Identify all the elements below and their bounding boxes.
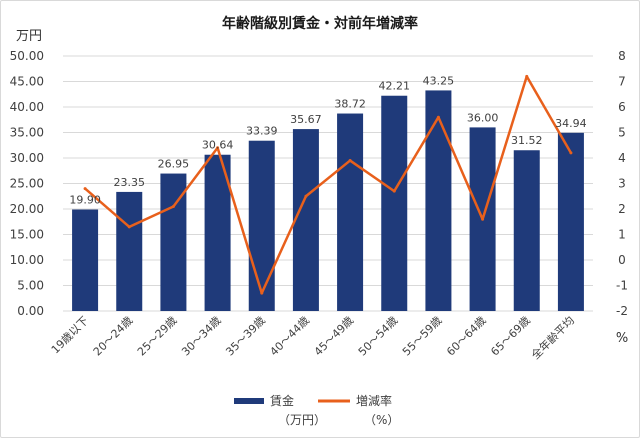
legend-unit-line: （%） — [364, 413, 399, 427]
y-left-tick: 50.00 — [10, 49, 44, 63]
y-left-tick: 0.00 — [17, 304, 44, 318]
y-right-tick: -1 — [616, 279, 628, 293]
line-point — [481, 217, 485, 221]
line-point — [436, 115, 440, 119]
x-tick-label: 30～34歳 — [179, 314, 224, 359]
data-label: 35.67 — [290, 113, 322, 126]
data-labels: 19.90 23.35 26.95 30.64 33.39 35.67 38.72 42.21… — [69, 74, 586, 206]
line-series — [83, 74, 573, 295]
x-tick-label: 20～24歳 — [91, 314, 136, 359]
y-left-tick: 5.00 — [17, 279, 44, 293]
bar — [292, 129, 319, 311]
bar — [557, 132, 584, 311]
legend-label-bars: 賃金 — [270, 393, 294, 408]
x-tick-label: 19歳以下 — [49, 314, 91, 356]
y-left-tick: 40.00 — [10, 100, 44, 114]
y-right-unit: % — [616, 331, 628, 346]
bar — [337, 113, 364, 311]
bar — [381, 95, 408, 311]
x-tick-label: 65～69歳 — [488, 314, 533, 359]
y-left-tick: 10.00 — [10, 253, 44, 267]
y-left-tick: 30.00 — [10, 151, 44, 165]
data-label: 30.64 — [202, 139, 234, 152]
data-label: 26.95 — [158, 158, 190, 171]
bars — [72, 90, 584, 312]
line-point — [171, 204, 175, 208]
data-label: 19.90 — [69, 194, 101, 207]
legend: 賃金 （万円） 増減率 （%） — [234, 393, 399, 427]
bar — [425, 90, 452, 311]
x-tick-label: 全年齢平均 — [528, 313, 577, 362]
y-left-tick: 35.00 — [10, 126, 44, 140]
line-point — [127, 225, 131, 229]
line-point — [83, 187, 87, 191]
y-left-tick: 15.00 — [10, 228, 44, 242]
chart-title: 年齢階級別賃金・対前年増減率 — [222, 15, 418, 32]
line-point — [304, 194, 308, 198]
y-right-tick: 5 — [618, 126, 626, 140]
y-right-tick: 0 — [618, 253, 626, 267]
legend-swatch-bars — [234, 398, 264, 404]
line-path — [84, 75, 572, 295]
y-right-tick: 7 — [618, 75, 626, 89]
data-label: 38.72 — [334, 98, 366, 111]
data-label: 31.52 — [511, 134, 543, 147]
bar — [513, 150, 540, 311]
x-tick-label: 60～64歳 — [444, 314, 489, 359]
line-point — [216, 146, 220, 150]
y-left-tick: 20.00 — [10, 202, 44, 216]
legend-label-line: 増減率 — [356, 393, 392, 408]
x-tick-label: 35～39歳 — [223, 314, 268, 359]
y-right-tick: -2 — [616, 304, 628, 318]
y-right-tick: 8 — [618, 49, 626, 63]
x-tick-label: 45～49歳 — [312, 314, 357, 359]
line-point — [569, 151, 573, 155]
y-left-tick: 25.00 — [10, 177, 44, 191]
line-point — [260, 291, 264, 295]
data-label: 42.21 — [379, 80, 411, 93]
x-tick-label: 40～44歳 — [267, 314, 312, 359]
y-left-tick: 45.00 — [10, 75, 44, 89]
y-right-tick: 4 — [618, 151, 626, 165]
line-point — [525, 74, 529, 78]
line-point — [392, 189, 396, 193]
y-right-tick: 2 — [618, 202, 626, 216]
x-tick-label: 50～54歳 — [356, 314, 401, 359]
bar — [72, 209, 99, 311]
line-point — [348, 159, 352, 163]
gridlines — [63, 55, 593, 312]
data-label: 43.25 — [423, 74, 455, 87]
bar — [248, 140, 275, 311]
data-label: 36.00 — [467, 111, 499, 124]
legend-unit-bars: （万円） — [278, 413, 326, 427]
data-label: 33.39 — [246, 125, 278, 138]
y-right-tick: 6 — [618, 100, 626, 114]
y-right-tick: 3 — [618, 177, 626, 191]
data-label: 23.35 — [114, 176, 146, 189]
bar — [116, 191, 143, 311]
data-label: 34.94 — [555, 117, 587, 130]
x-tick-label: 25～29歳 — [135, 314, 180, 359]
y-left-unit: 万円 — [16, 29, 42, 44]
x-tick-label: 55～59歳 — [400, 314, 445, 359]
bar — [204, 154, 231, 311]
y-right-tick: 1 — [618, 228, 626, 242]
